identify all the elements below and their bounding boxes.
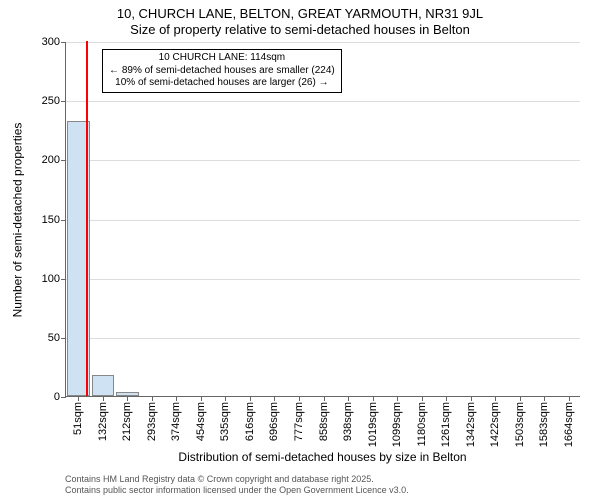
ytick-label: 50 (48, 332, 60, 344)
gridline (66, 338, 580, 339)
ytick-mark (61, 397, 66, 398)
y-axis-label: Number of semi-detached properties (10, 42, 24, 397)
annotation-line3: 10% of semi-detached houses are larger (… (109, 77, 335, 90)
gridline (66, 101, 580, 102)
ytick-mark (61, 220, 66, 221)
xtick-mark (250, 396, 251, 401)
xtick-mark (471, 396, 472, 401)
xtick-label: 212sqm (121, 402, 133, 441)
ytick-mark (61, 279, 66, 280)
ytick-mark (61, 101, 66, 102)
xtick-label: 132sqm (97, 402, 109, 441)
xtick-label: 1180sqm (416, 402, 428, 446)
xtick-mark (373, 396, 374, 401)
annotation-box: 10 CHURCH LANE: 114sqm← 89% of semi-deta… (102, 49, 342, 93)
gridline (66, 279, 580, 280)
xtick-label: 1342sqm (465, 402, 477, 447)
gridline (66, 220, 580, 221)
ytick-label: 250 (42, 95, 60, 107)
xtick-mark (299, 396, 300, 401)
plot-area: 05010015020025030051sqm132sqm212sqm293sq… (65, 42, 580, 397)
footer-line2: Contains public sector information licen… (65, 485, 409, 496)
xtick-label: 858sqm (318, 402, 330, 441)
xtick-mark (520, 396, 521, 401)
annotation-line2: ← 89% of semi-detached houses are smalle… (109, 65, 335, 78)
ytick-mark (61, 160, 66, 161)
xtick-mark (78, 396, 79, 401)
gridline (66, 160, 580, 161)
ytick-label: 100 (42, 273, 60, 285)
xtick-label: 777sqm (293, 402, 305, 441)
xtick-mark (324, 396, 325, 401)
property-size-chart: 10, CHURCH LANE, BELTON, GREAT YARMOUTH,… (0, 0, 600, 500)
histogram-bar (92, 375, 115, 396)
xtick-label: 938sqm (342, 402, 354, 441)
xtick-mark (103, 396, 104, 401)
xtick-mark (348, 396, 349, 401)
xtick-label: 1664sqm (563, 402, 575, 447)
xtick-label: 616sqm (244, 402, 256, 441)
xtick-label: 454sqm (195, 402, 207, 441)
footer-line1: Contains HM Land Registry data © Crown c… (65, 474, 409, 485)
ytick-label: 150 (42, 214, 60, 226)
xtick-mark (201, 396, 202, 401)
gridline (66, 42, 580, 43)
xtick-label: 1422sqm (489, 402, 501, 447)
ytick-label: 0 (54, 391, 60, 403)
xtick-mark (274, 396, 275, 401)
xtick-mark (422, 396, 423, 401)
xtick-label: 1503sqm (514, 402, 526, 447)
xtick-label: 696sqm (268, 402, 280, 441)
ytick-label: 300 (42, 36, 60, 48)
ytick-label: 200 (42, 154, 60, 166)
xtick-mark (495, 396, 496, 401)
subject-property-marker (86, 41, 88, 396)
xtick-label: 535sqm (219, 402, 231, 441)
xtick-label: 1019sqm (367, 402, 379, 447)
xtick-label: 374sqm (170, 402, 182, 441)
x-axis-label: Distribution of semi-detached houses by … (65, 450, 580, 464)
histogram-bar (116, 392, 139, 396)
xtick-label: 1099sqm (391, 402, 403, 447)
xtick-mark (446, 396, 447, 401)
chart-title-address: 10, CHURCH LANE, BELTON, GREAT YARMOUTH,… (0, 6, 600, 21)
ytick-mark (61, 42, 66, 43)
xtick-label: 51sqm (72, 402, 84, 435)
ytick-mark (61, 338, 66, 339)
xtick-mark (176, 396, 177, 401)
xtick-label: 1261sqm (440, 402, 452, 447)
annotation-line1: 10 CHURCH LANE: 114sqm (109, 52, 335, 65)
xtick-mark (127, 396, 128, 401)
xtick-label: 1583sqm (538, 402, 550, 447)
chart-footer: Contains HM Land Registry data © Crown c… (65, 474, 409, 496)
xtick-mark (544, 396, 545, 401)
chart-subtitle: Size of property relative to semi-detach… (0, 22, 600, 37)
xtick-label: 293sqm (146, 402, 158, 441)
xtick-mark (152, 396, 153, 401)
xtick-mark (569, 396, 570, 401)
xtick-mark (225, 396, 226, 401)
xtick-mark (397, 396, 398, 401)
